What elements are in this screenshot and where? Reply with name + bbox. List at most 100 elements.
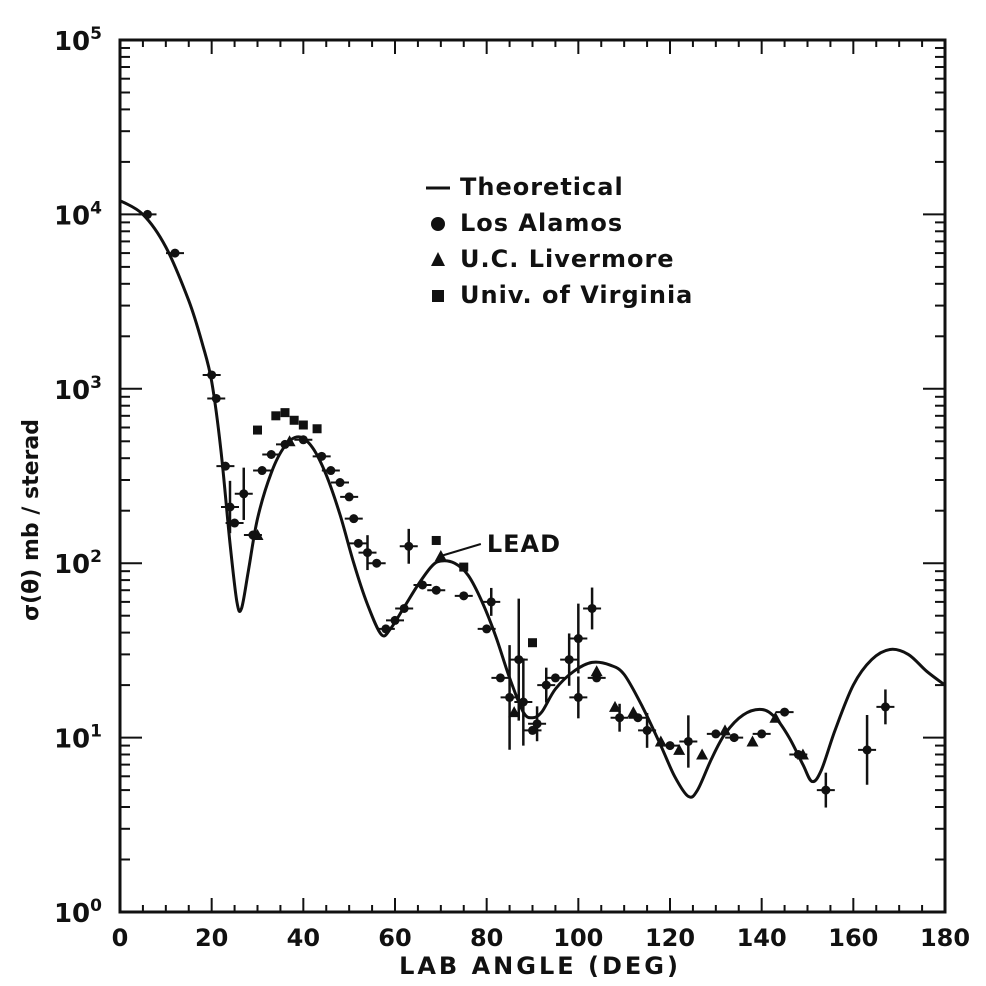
circle-marker [431,585,441,595]
los-alamos-point [395,603,414,613]
los-alamos-point [523,725,542,735]
theoretical-line [119,199,946,799]
livermore-point [746,735,759,747]
virginia-point [312,424,322,434]
legend-label: U.C. Livermore [460,245,675,273]
virginia-point [298,420,308,430]
circle-marker [880,702,890,712]
circle-marker [344,492,354,502]
circle-marker [564,655,574,665]
circle-marker [418,580,427,590]
los-alamos-point [514,658,533,746]
virginia-point [431,535,441,545]
circle-marker [486,597,496,607]
los-alamos-point [138,209,157,219]
circle-marker [862,745,872,755]
los-alamos-point [491,673,510,683]
legend-square-icon [432,290,444,302]
los-alamos-point [331,478,349,488]
circle-marker [317,451,327,461]
circle-marker [390,615,400,625]
los-alamos-point [262,450,281,460]
circle-marker [399,603,409,613]
circle-marker [532,719,542,729]
los-alamos-point [583,587,602,630]
legend-label: Los Alamos [460,209,623,237]
circle-marker [518,697,528,707]
circle-marker [757,729,767,739]
los-alamos-point [569,603,588,674]
virginia-point [459,562,469,572]
los-alamos-point [349,538,368,548]
y-axis-label: σ(θ) mb / sterad [19,419,44,621]
circle-marker [729,733,739,743]
circle-marker [505,692,515,702]
los-alamos-point [427,585,446,595]
los-alamos-point [399,528,418,564]
los-alamos-point [546,673,565,683]
livermore-point [283,435,296,447]
x-tick-label: 100 [553,924,603,952]
data-points [138,209,895,808]
los-alamos-point [816,772,835,808]
los-alamos-point [725,733,744,743]
circle-marker [326,466,336,476]
los-alamos-point [386,615,404,625]
los-alamos-point [775,707,794,717]
legend-label: Theoretical [460,173,624,201]
lead-annotation: LEAD [440,530,560,558]
legend-item: Los Alamos [431,209,623,237]
circle-marker [642,725,652,735]
los-alamos-point [482,587,501,616]
virginia-point [528,638,537,648]
y-tick-label: 104 [54,198,102,231]
virginia-point [289,415,299,425]
los-alamos-point [413,580,432,590]
circle-marker [349,514,359,524]
los-alamos-point [454,591,473,601]
los-alamos-point [340,492,359,502]
los-alamos-point [367,558,386,568]
livermore-point [719,724,731,736]
x-tick-label: 140 [737,924,787,952]
circle-marker [573,692,583,702]
los-alamos-point [358,535,377,571]
circle-marker [170,248,180,258]
y-tick-label: 100 [54,896,102,929]
circle-marker [683,736,693,746]
virginia-point [271,411,281,421]
circle-marker [230,518,240,528]
legend-item: U.C. Livermore [431,245,675,273]
circle-marker [225,502,235,512]
x-tick-label: 80 [470,924,503,952]
los-alamos-point [560,633,579,686]
los-alamos-point [876,689,895,725]
x-tick-label: 0 [112,924,129,952]
y-tick-label: 102 [54,547,102,580]
los-alamos-point [376,624,395,634]
circle-marker [298,435,308,445]
circle-marker [353,538,363,548]
circle-marker [587,603,597,613]
livermore-point [627,706,640,718]
circle-marker [143,209,152,219]
legend-circle-icon [431,217,445,231]
los-alamos-point [294,435,313,445]
los-alamos-point [528,706,547,742]
circle-marker [220,461,230,471]
los-alamos-point [221,480,239,534]
x-tick-label: 40 [287,924,320,952]
x-axis-label: LAB ANGLE (DEG) [399,952,681,980]
los-alamos-point [858,715,877,785]
x-tick-label: 60 [378,924,411,952]
livermore-point [590,665,603,677]
x-tick-label: 160 [828,924,878,952]
los-alamos-point [216,461,235,471]
circle-marker [573,634,583,644]
virginia-point [280,408,290,418]
los-alamos-point [477,624,496,634]
circle-marker [404,541,414,551]
livermore-point [673,743,686,755]
circle-marker [514,655,524,665]
circle-marker [541,680,551,690]
